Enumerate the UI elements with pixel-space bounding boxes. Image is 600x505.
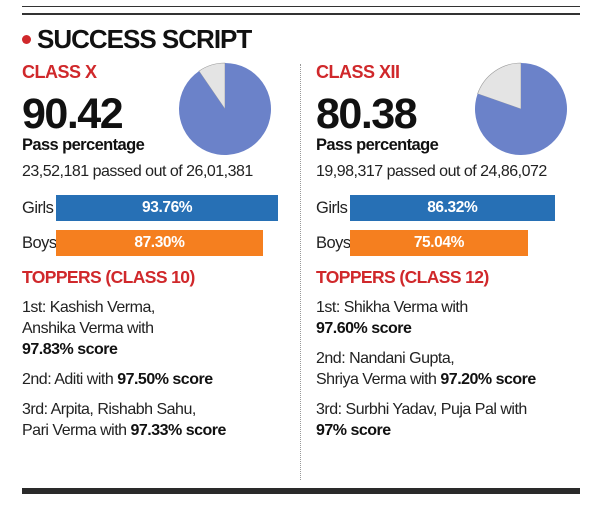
pie-slice-rest	[198, 62, 226, 110]
top-rule-thin	[22, 6, 580, 7]
topper-entry: 3rd: Surbhi Yadav, Puja Pal with 97% sco…	[316, 399, 586, 441]
boys-label: Boys	[22, 233, 57, 252]
topper-text: Pari Verma with	[22, 422, 127, 439]
topper-entry: 2nd: Aditi with 97.50% score	[22, 369, 292, 390]
topper-score: 97.50% score	[117, 371, 213, 388]
column-divider	[300, 64, 301, 480]
class-x-bars: Girls 93.76% Boys 87.30%	[22, 195, 292, 256]
bullet-icon	[22, 34, 31, 44]
topper-score: 97.20% score	[440, 371, 536, 388]
boys-value: 87.30%	[134, 234, 185, 251]
page-title: SUCCESS SCRIPT	[37, 23, 252, 54]
class-x-toppers-heading: TOPPERS (CLASS 10)	[22, 267, 195, 287]
topper-score: 97.33% score	[130, 422, 227, 439]
top-rule	[22, 13, 580, 15]
girls-label: Girls	[316, 198, 348, 217]
topper-score: 97% score	[316, 422, 391, 439]
pie-slice-pass	[179, 63, 271, 155]
class-xii-pass-label: Pass percentage	[316, 136, 439, 154]
topper-text: 2nd: Nandani Gupta,	[316, 350, 455, 367]
topper-entry: 2nd: Nandani Gupta, Shriya Verma with 97…	[316, 348, 586, 390]
topper-text: Anshika Verma with	[22, 320, 154, 337]
topper-score: 97.60% score	[316, 320, 412, 337]
boys-bar: 87.30%	[56, 230, 263, 256]
topper-entry: 1st: Kashish Verma, Anshika Verma with 9…	[22, 297, 292, 360]
boys-row: Boys 75.04%	[316, 230, 586, 256]
boys-value: 75.04%	[413, 234, 465, 251]
topper-entry: 3rd: Arpita, Rishabh Sahu, Pari Verma wi…	[22, 399, 292, 441]
girls-row: Girls 93.76%	[22, 195, 292, 221]
class-x-pie-chart	[179, 62, 271, 155]
topper-entry: 1st: Shikha Verma with 97.60% score	[316, 297, 586, 339]
girls-value: 93.76%	[142, 199, 193, 216]
class-xii-passed-count: 19,98,317 passed out of 24,86,072	[316, 163, 547, 180]
topper-text: 1st: Kashish Verma,	[22, 299, 155, 316]
topper-text: 1st: Shikha Verma with	[316, 299, 468, 316]
pie-slice-pass	[475, 63, 567, 155]
class-x-column: CLASS X 90.42 Pass percentage 23,52,181 …	[22, 62, 292, 441]
topper-score: 97.83% score	[22, 341, 118, 358]
class-xii-pass-percent: 80.38	[316, 90, 418, 138]
class-xii-column: CLASS XII 80.38 Pass percentage 19,98,31…	[316, 62, 586, 441]
class-xii-bars: Girls 86.32% Boys 75.04%	[316, 195, 586, 256]
boys-row: Boys 87.30%	[22, 230, 292, 256]
class-x-pass-percent: 90.42	[22, 90, 124, 138]
girls-bar: 86.32%	[350, 195, 555, 221]
pie-slice-rest	[477, 62, 522, 110]
class-x-pass-label: Pass percentage	[22, 136, 145, 154]
girls-value: 86.32%	[427, 199, 478, 216]
class-x-passed-count: 23,52,181 passed out of 26,01,381	[22, 163, 253, 180]
boys-label: Boys	[316, 233, 351, 252]
topper-text: 3rd: Arpita, Rishabh Sahu,	[22, 401, 196, 418]
class-x-label: CLASS X	[22, 62, 97, 82]
class-xii-label: CLASS XII	[316, 62, 400, 82]
girls-bar: 93.76%	[56, 195, 279, 221]
girls-label: Girls	[22, 198, 54, 217]
topper-text: 2nd: Aditi with	[22, 371, 114, 388]
girls-row: Girls 86.32%	[316, 195, 586, 221]
topper-text: Shriya Verma with	[316, 371, 437, 388]
class-xii-pie-chart	[475, 62, 567, 155]
topper-text: 3rd: Surbhi Yadav, Puja Pal with	[316, 401, 527, 418]
bottom-rule	[22, 488, 580, 494]
boys-bar: 75.04%	[350, 230, 528, 256]
class-xii-toppers-heading: TOPPERS (CLASS 12)	[316, 267, 489, 287]
header: SUCCESS SCRIPT	[22, 23, 252, 54]
